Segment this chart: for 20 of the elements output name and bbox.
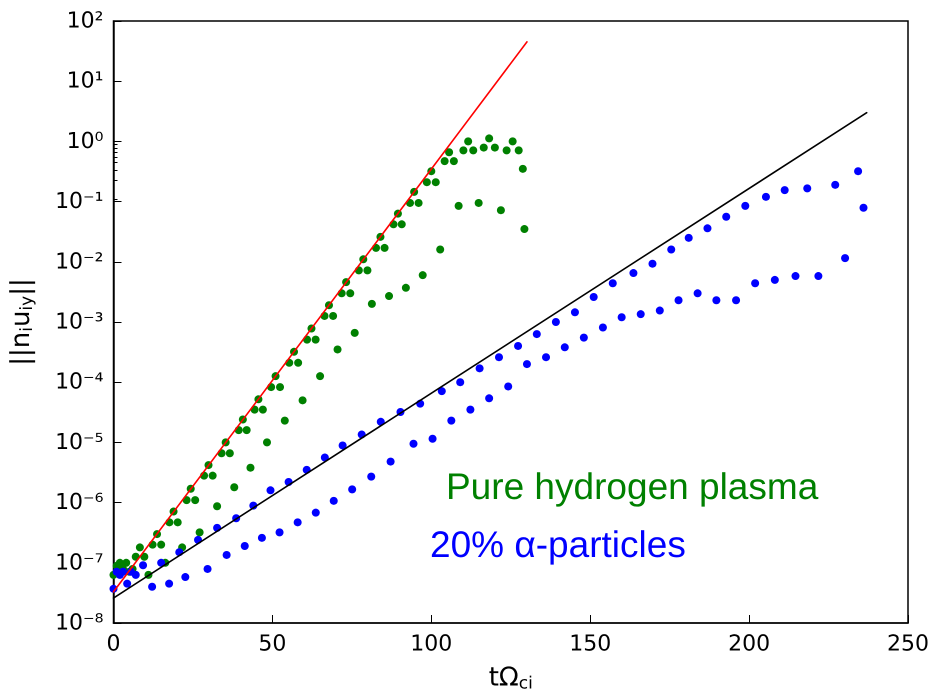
y-tick-label: 10⁻³ [55,310,104,334]
text: Pure hydrogen plasma [446,466,819,507]
x-tick-label: 50 [258,632,286,656]
x-tick-label: 150 [569,632,612,656]
y-tick-label: 10⁻⁸ [55,610,104,636]
x-tick-label: 250 [887,632,929,656]
y-tick-label: 10⁰ [66,128,104,154]
x-tick-label: 0 [106,632,120,656]
x-tick-label: 200 [728,632,770,656]
series-label: 20% α-particles [430,524,686,565]
y-tick-label: 10⁻⁵ [55,430,104,455]
y-tick-label: 10² [66,8,104,34]
x-tick-label: 100 [410,632,452,656]
y-tick-label: 10¹ [66,68,104,94]
y-axis-title: ||niuiy|| [6,278,37,366]
y-tick-label: 10⁻² [55,249,104,274]
y-tick-label: 10⁻⁴ [55,370,104,395]
y-tick-label: 10⁻⁶ [55,490,104,516]
y-tick-label: 10⁻⁷ [55,550,104,576]
y-tick-label: 10⁻¹ [55,189,104,214]
